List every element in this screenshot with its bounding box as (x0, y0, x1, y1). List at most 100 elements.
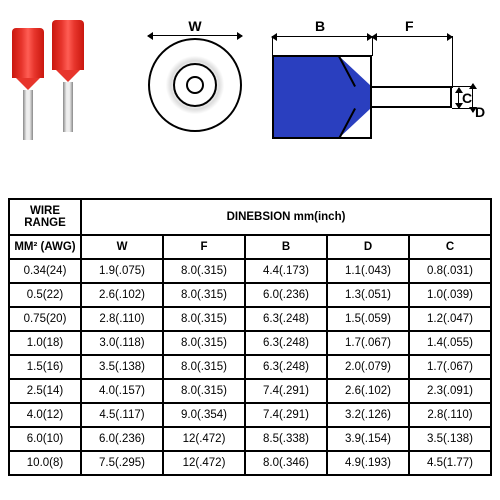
f-dim-line (372, 36, 452, 37)
table-cell: 8.0(.315) (163, 307, 245, 331)
ext-line (452, 108, 474, 109)
ferrule-pin (63, 82, 73, 132)
table-cell: 0.5(22) (9, 283, 81, 307)
col-header: C (409, 235, 491, 259)
table-cell: 7.4(.291) (245, 379, 327, 403)
table-header-row-2: MM² (AWG)WFBDC (9, 235, 491, 259)
hdr-dimension: DINEBSION mm(inch) (81, 199, 491, 235)
table-head: WIRE RANGE DINEBSION mm(inch) MM² (AWG)W… (9, 199, 491, 259)
table-row: 0.75(20)2.8(.110)8.0(.315)6.3(.248)1.5(.… (9, 307, 491, 331)
table-cell: 8.0(.315) (163, 283, 245, 307)
table-row: 0.34(24)1.9(.075)8.0(.315)4.4(.173)1.1(.… (9, 259, 491, 283)
ferrule-2 (52, 20, 84, 132)
front-view: W (140, 38, 250, 132)
table-body: 0.34(24)1.9(.075)8.0(.315)4.4(.173)1.1(.… (9, 259, 491, 475)
col-header: F (163, 235, 245, 259)
ferrule-1 (12, 28, 44, 140)
tick (272, 36, 273, 56)
b-dim-line (272, 36, 372, 37)
hdr-wire-range: WIRE RANGE (9, 199, 81, 235)
ferrule-taper (16, 78, 40, 90)
table-cell: 1.4(.055) (409, 331, 491, 355)
col-header: W (81, 235, 163, 259)
table-cell: 2.6(.102) (327, 379, 409, 403)
table-cell: 6.3(.248) (245, 355, 327, 379)
table-cell: 8.0(.315) (163, 355, 245, 379)
table-cell: 6.0(.236) (245, 283, 327, 307)
table-cell: 0.8(.031) (409, 259, 491, 283)
table-cell: 3.5(.138) (409, 427, 491, 451)
table-header-row-1: WIRE RANGE DINEBSION mm(inch) (9, 199, 491, 235)
table-cell: 1.9(.075) (81, 259, 163, 283)
table-row: 4.0(12)4.5(.117)9.0(.354)7.4(.291)3.2(.1… (9, 403, 491, 427)
side-pin (372, 86, 452, 108)
table-cell: 2.0(.079) (327, 355, 409, 379)
col-header: MM² (AWG) (9, 235, 81, 259)
table-cell: 8.0(.346) (245, 451, 327, 475)
ext-line (452, 86, 474, 87)
table-cell: 8.5(.338) (245, 427, 327, 451)
table-cell: 1.2(.047) (409, 307, 491, 331)
inner-ring (186, 76, 204, 94)
col-header: D (327, 235, 409, 259)
table-row: 1.5(16)3.5(.138)8.0(.315)6.3(.248)2.0(.0… (9, 355, 491, 379)
table-cell: 6.3(.248) (245, 307, 327, 331)
table-cell: 2.8(.110) (409, 403, 491, 427)
table-cell: 6.3(.248) (245, 331, 327, 355)
b-label: B (315, 18, 325, 34)
table-cell: 1.5(16) (9, 355, 81, 379)
table-cell: 3.0(.118) (81, 331, 163, 355)
table-row: 1.0(18)3.0(.118)8.0(.315)6.3(.248)1.7(.0… (9, 331, 491, 355)
outer-ring (148, 38, 242, 132)
table-cell: 1.5(.059) (327, 307, 409, 331)
w-dim-line (148, 35, 242, 36)
w-label: W (188, 18, 201, 34)
table-cell: 7.4(.291) (245, 403, 327, 427)
table-cell: 1.1(.043) (327, 259, 409, 283)
table-cell: 0.34(24) (9, 259, 81, 283)
tick (452, 36, 453, 88)
ferrule-taper (56, 70, 80, 82)
table-row: 10.0(8)7.5(.295)12(.472)8.0(.346)4.9(.19… (9, 451, 491, 475)
table-cell: 1.7(.067) (327, 331, 409, 355)
table-cell: 2.5(14) (9, 379, 81, 403)
table-cell: 4.0(12) (9, 403, 81, 427)
table-cell: 6.0(10) (9, 427, 81, 451)
table-row: 6.0(10)6.0(.236)12(.472)8.5(.338)3.9(.15… (9, 427, 491, 451)
table-cell: 1.3(.051) (327, 283, 409, 307)
table-cell: 3.5(.138) (81, 355, 163, 379)
c-label: C (462, 90, 472, 106)
table-cell: 1.7(.067) (409, 355, 491, 379)
table-row: 0.5(22)2.6(.102)8.0(.315)6.0(.236)1.3(.0… (9, 283, 491, 307)
table-cell: 8.0(.315) (163, 331, 245, 355)
dimension-table: WIRE RANGE DINEBSION mm(inch) MM² (AWG)W… (8, 198, 492, 476)
taper-top (340, 57, 370, 85)
table-cell: 4.0(.157) (81, 379, 163, 403)
table-cell: 3.9(.154) (327, 427, 409, 451)
table-cell: 8.0(.315) (163, 259, 245, 283)
table-cell: 4.5(1.77) (409, 451, 491, 475)
ferrule-pin (23, 90, 33, 140)
table-cell: 2.6(.102) (81, 283, 163, 307)
taper-bottom (340, 109, 370, 137)
table-cell: 0.75(20) (9, 307, 81, 331)
table-row: 2.5(14)4.0(.157)8.0(.315)7.4(.291)2.6(.1… (9, 379, 491, 403)
table-cell: 12(.472) (163, 451, 245, 475)
table-cell: 8.0(.315) (163, 379, 245, 403)
table-cell: 7.5(.295) (81, 451, 163, 475)
ferrule-body (12, 28, 44, 78)
ferrule-body (52, 20, 84, 70)
table-cell: 6.0(.236) (81, 427, 163, 451)
table-cell: 2.8(.110) (81, 307, 163, 331)
c-dim-line (458, 88, 459, 108)
col-header: B (245, 235, 327, 259)
table-cell: 4.5(.117) (81, 403, 163, 427)
table-cell: 4.9(.193) (327, 451, 409, 475)
diagram-area: W B F C D (0, 0, 500, 195)
table-cell: 12(.472) (163, 427, 245, 451)
table-cell: 2.3(.091) (409, 379, 491, 403)
table-cell: 3.2(.126) (327, 403, 409, 427)
side-view: B F C D (270, 20, 485, 160)
f-label: F (405, 18, 414, 34)
table-cell: 1.0(.039) (409, 283, 491, 307)
